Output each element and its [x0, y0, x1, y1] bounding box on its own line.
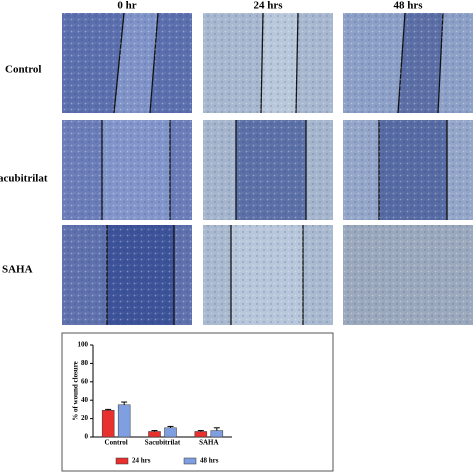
bar [101, 410, 115, 438]
column-header: 48 hrs [393, 0, 423, 12]
bar [148, 431, 161, 438]
x-tick-label: Control [105, 439, 128, 447]
cell-texture [203, 225, 333, 325]
bar [210, 430, 224, 438]
legend-swatch [183, 457, 197, 465]
column-header: 24 hrs [253, 0, 283, 12]
y-axis-title: % of wound closure [72, 361, 80, 421]
row-label: Control [5, 64, 41, 76]
cell-texture [343, 225, 473, 325]
cell-texture [343, 120, 473, 220]
legend-label: 48 hrs [200, 457, 219, 465]
cell-texture [62, 13, 192, 113]
y-tick-label: 80 [81, 359, 89, 367]
bar [117, 404, 131, 438]
microscopy-panels [62, 12, 473, 325]
cell-texture [203, 120, 333, 220]
y-tick-label: 0 [85, 433, 89, 441]
y-tick-label: 100 [78, 341, 89, 349]
row-label: acubitrilat [0, 173, 48, 185]
y-tick-label: 20 [81, 414, 89, 422]
legend-label: 24 hrs [132, 457, 151, 465]
x-tick-label: SAHA [199, 439, 218, 447]
chart-frame [61, 332, 334, 472]
cell-texture [203, 13, 333, 113]
legend-swatch [115, 457, 129, 465]
row-label: SAHA [2, 264, 33, 276]
y-tick-label: 40 [81, 396, 89, 404]
cell-texture [62, 225, 192, 325]
column-header: 0 hr [117, 0, 136, 12]
bar [164, 427, 177, 438]
bar [194, 431, 208, 438]
cell-texture [62, 120, 192, 220]
x-tick-label: Sacubitrilat [145, 439, 181, 447]
cell-texture [343, 13, 473, 113]
y-tick-label: 60 [81, 377, 89, 385]
